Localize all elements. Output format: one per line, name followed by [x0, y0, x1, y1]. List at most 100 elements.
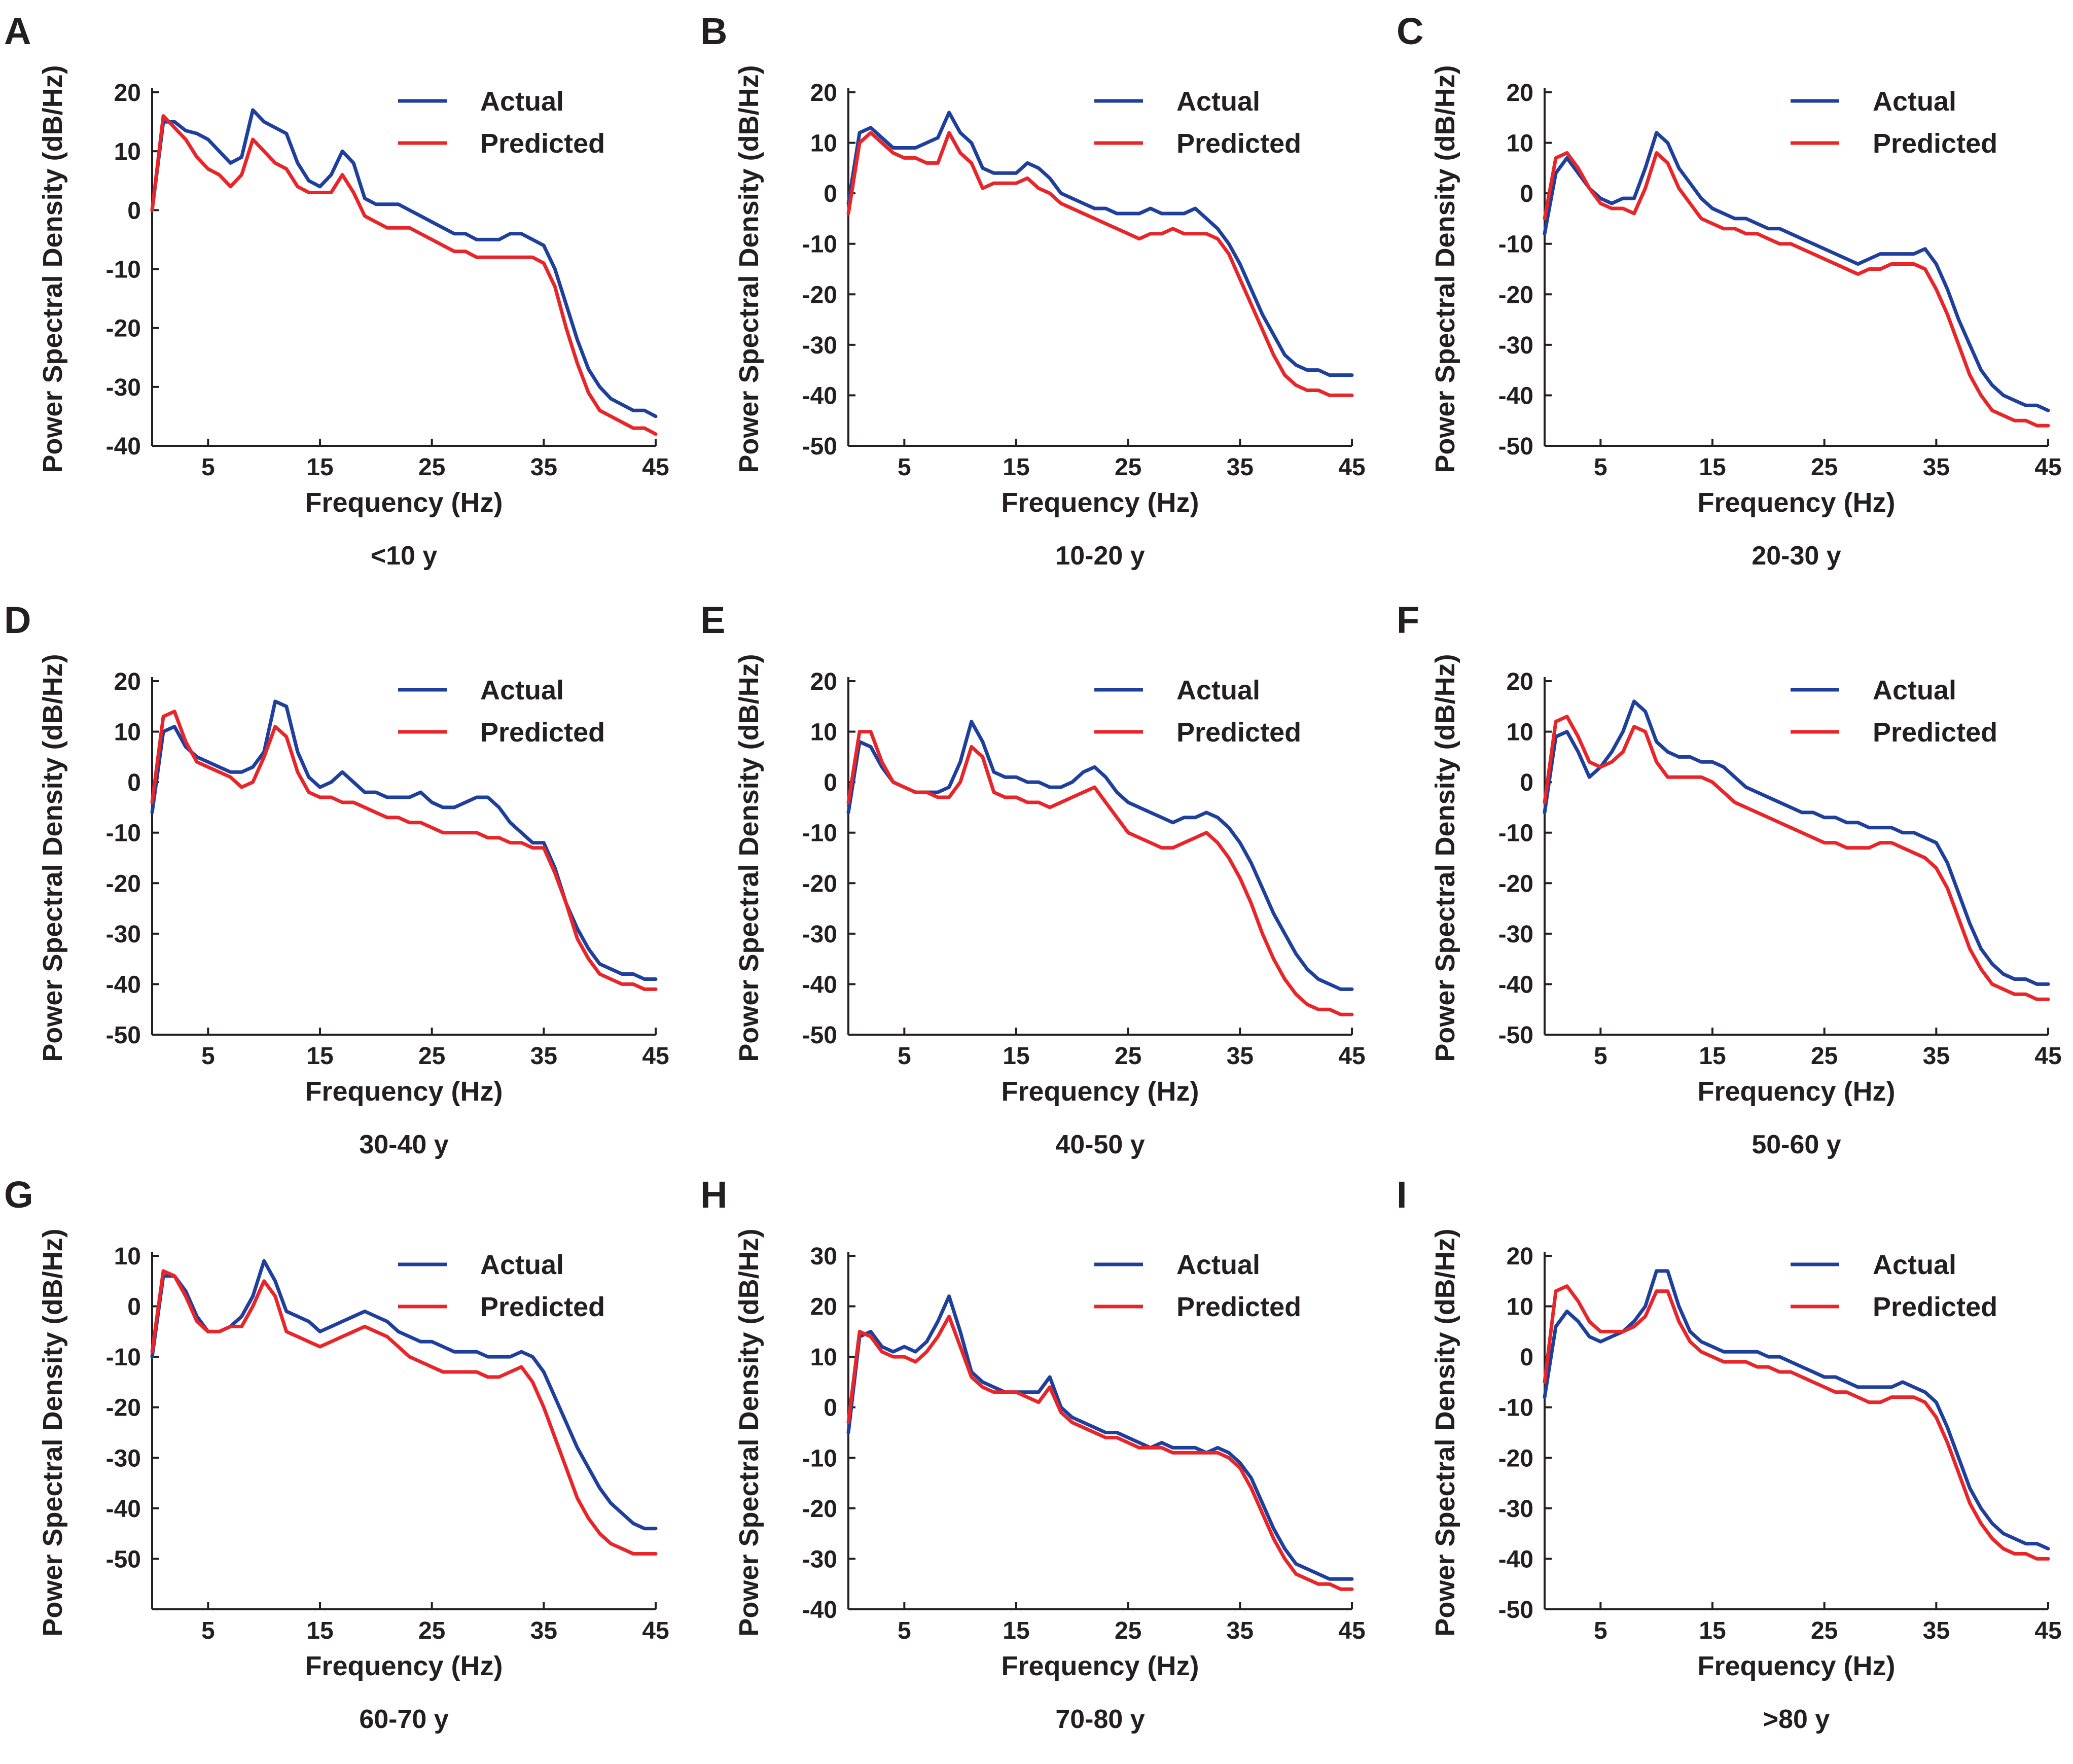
y-tick-label: 10: [1507, 130, 1533, 157]
y-tick-label: -50: [1498, 1022, 1533, 1049]
y-tick-label: -30: [1498, 1496, 1533, 1523]
y-tick-label: -20: [1498, 870, 1533, 897]
legend-actual-label: Actual: [1176, 1250, 1260, 1280]
series-actual-line: [150, 108, 658, 418]
y-tick-label: 20: [1507, 80, 1533, 107]
panel-c: C 20 10 0 -10 -20 -30 -40 -50 5 15 25 35 45 Frequency …: [1397, 10, 2062, 571]
x-axis-title: Frequency (Hz): [305, 487, 503, 518]
panel-e: E 20 10 0 -10 -20 -30 -40 -50 5 15 25 35 45 Frequency …: [700, 599, 1366, 1159]
x-tick-label: 5: [898, 1043, 911, 1070]
age-group-label: 20-30 y: [1752, 541, 1841, 571]
series-predicted-line: [846, 730, 1354, 1016]
y-tick-label: -10: [802, 1445, 837, 1472]
panel-g: G 10 0 -10 -20 -30 -40 -50 5 15 25 35 45 Frequency (H…: [4, 1174, 669, 1734]
x-tick-label: 35: [1227, 1043, 1254, 1070]
x-tick-label: 15: [1699, 454, 1726, 481]
series-actual-line: [846, 1294, 1354, 1581]
y-tick-label: -30: [106, 374, 141, 401]
y-axis-title: Power Spectral Density (dB/Hz): [734, 65, 764, 473]
panel-f: F 20 10 0 -10 -20 -30 -40 -50 5 15 25 35 45 Frequency …: [1397, 599, 2062, 1159]
y-tick-label: 20: [114, 80, 141, 107]
y-tick-label: 20: [114, 668, 141, 695]
x-tick-label: 25: [1811, 454, 1838, 481]
panel-h: H 30 20 10 0 -10 -20 -30 -40 5 15 25 35 45 Frequency (…: [700, 1174, 1366, 1734]
age-group-label: <10 y: [371, 541, 438, 571]
y-tick-label: -40: [802, 971, 837, 998]
x-tick-label: 25: [418, 1043, 445, 1070]
legend-predicted-label: Predicted: [1873, 128, 1997, 159]
y-tick-label: 20: [1507, 1243, 1533, 1270]
x-tick-label: 45: [1338, 1617, 1365, 1644]
age-group-label: 50-60 y: [1752, 1130, 1841, 1159]
series-actual-line: [1543, 699, 2050, 986]
legend: Actual Predicted: [398, 1250, 605, 1322]
x-tick-label: 35: [530, 1617, 557, 1644]
series-predicted-line: [846, 131, 1354, 397]
y-tick-label: -30: [802, 921, 837, 948]
legend-predicted-label: Predicted: [1176, 128, 1301, 159]
legend-predicted-label: Predicted: [1873, 717, 1997, 748]
legend: Actual Predicted: [398, 675, 605, 748]
y-tick-label: 0: [127, 197, 141, 224]
legend: Actual Predicted: [1094, 1250, 1301, 1322]
x-tick-label: 15: [1003, 1617, 1029, 1644]
y-axis-title: Power Spectral Density (dB/Hz): [38, 1228, 68, 1636]
y-tick-label: -20: [1498, 1445, 1533, 1472]
series-predicted-line: [1543, 151, 2050, 428]
x-tick-label: 15: [306, 1043, 333, 1070]
y-tick-label: -20: [106, 315, 141, 342]
y-tick-label: 30: [810, 1243, 837, 1270]
y-tick-label: 20: [1507, 668, 1533, 695]
x-tick-label: 35: [1923, 1043, 1950, 1070]
y-tick-label: 20: [810, 668, 837, 695]
x-tick-label: 25: [418, 454, 445, 481]
x-tick-label: 45: [1338, 1043, 1365, 1070]
y-tick-label: 0: [127, 1294, 141, 1321]
x-tick-label: 5: [898, 1617, 911, 1644]
legend-predicted-label: Predicted: [480, 717, 605, 748]
panel-letter: G: [4, 1174, 33, 1216]
y-tick-label: -30: [802, 332, 837, 359]
y-axis-title: Power Spectral Density (dB/Hz): [38, 65, 68, 473]
y-tick-label: -50: [1498, 433, 1533, 460]
x-tick-label: 35: [1227, 454, 1254, 481]
y-tick-label: -10: [802, 231, 837, 258]
y-tick-label: 0: [1520, 769, 1533, 796]
x-tick-label: 5: [1594, 1617, 1607, 1644]
panel-b: B 20 10 0 -10 -20 -30 -40 -50 5 15 25 35 45 Frequency …: [700, 10, 1366, 571]
panel-letter: D: [4, 599, 31, 641]
x-tick-label: 25: [418, 1617, 445, 1644]
legend-actual-label: Actual: [480, 675, 564, 705]
y-tick-label: -10: [1498, 820, 1533, 847]
x-tick-label: 15: [1003, 1043, 1029, 1070]
series-actual-line: [846, 111, 1354, 377]
x-tick-label: 25: [1115, 1043, 1141, 1070]
x-tick-label: 45: [642, 1617, 669, 1644]
y-tick-label: -10: [1498, 231, 1533, 258]
y-tick-label: -20: [802, 870, 837, 897]
y-tick-label: -10: [1498, 1395, 1533, 1422]
series-predicted-line: [150, 1269, 658, 1556]
x-axis-title: Frequency (Hz): [1697, 487, 1895, 518]
x-tick-label: 15: [306, 454, 333, 481]
y-tick-label: -30: [106, 921, 141, 948]
series-actual-line: [150, 1259, 658, 1531]
legend-actual-label: Actual: [480, 86, 564, 117]
legend-predicted-label: Predicted: [480, 1292, 605, 1322]
legend-predicted-label: Predicted: [480, 128, 605, 159]
x-tick-label: 45: [2034, 1043, 2061, 1070]
y-axis-title: Power Spectral Density (dB/Hz): [1430, 654, 1460, 1062]
x-tick-label: 5: [1594, 454, 1607, 481]
y-tick-label: -40: [106, 1496, 141, 1523]
series-predicted-line: [1543, 715, 2050, 1001]
y-axis-title: Power Spectral Density (dB/Hz): [734, 654, 764, 1062]
x-tick-label: 25: [1115, 454, 1141, 481]
y-tick-label: -20: [106, 870, 141, 897]
legend-actual-label: Actual: [1873, 675, 1956, 705]
x-axis-title: Frequency (Hz): [305, 1651, 503, 1681]
age-group-label: 70-80 y: [1055, 1705, 1145, 1734]
panel-d: D 20 10 0 -10 -20 -30 -40 -50 5 15 25 35 45 Frequency …: [4, 599, 669, 1159]
legend: Actual Predicted: [1094, 675, 1301, 748]
y-tick-label: -20: [802, 1496, 837, 1523]
x-axis-title: Frequency (Hz): [305, 1076, 503, 1107]
